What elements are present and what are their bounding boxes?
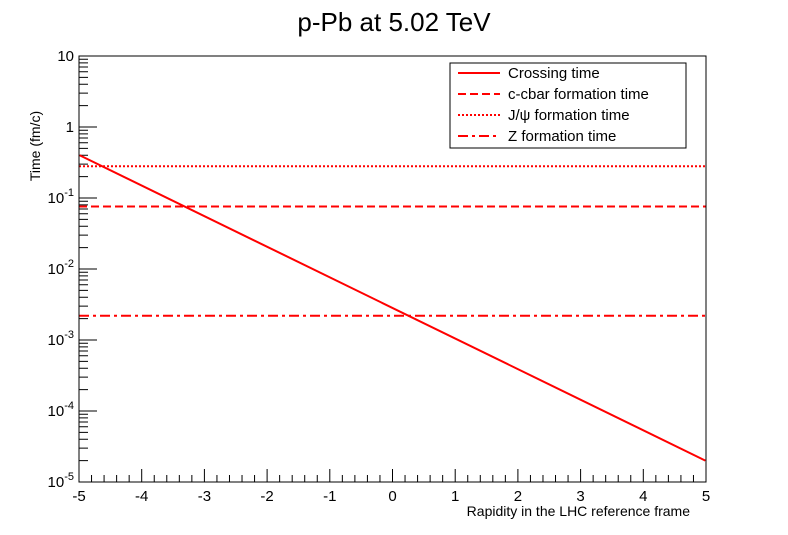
- series-line-solid: [79, 154, 706, 462]
- y-tick-label: 10-5: [48, 471, 74, 491]
- y-tick-label: 10: [57, 48, 74, 65]
- chart-title: p-Pb at 5.02 TeV: [297, 7, 491, 37]
- x-tick-label: -3: [198, 488, 211, 505]
- x-tick-label: -2: [260, 488, 273, 505]
- y-axis-title: Time (fm/c): [27, 111, 43, 181]
- legend-label: J/ψ formation time: [508, 107, 630, 124]
- x-tick-label: -5: [72, 488, 85, 505]
- y-tick-label: 10-3: [48, 329, 74, 349]
- x-tick-label: -4: [135, 488, 148, 505]
- x-axis-title: Rapidity in the LHC reference frame: [467, 503, 691, 519]
- x-tick-label: 0: [388, 488, 396, 505]
- axis-ticks: [78, 55, 707, 483]
- y-tick-label: 10-4: [48, 400, 74, 420]
- x-tick-label: 3: [576, 488, 584, 505]
- x-tick-label: 1: [451, 488, 459, 505]
- legend-box: [449, 62, 687, 149]
- legend-label: c-cbar formation time: [508, 86, 649, 103]
- x-tick-label: 5: [702, 488, 710, 505]
- legend-label: Crossing time: [508, 65, 600, 82]
- y-tick-label: 1: [66, 119, 74, 136]
- legend-label: Z formation time: [508, 128, 616, 145]
- x-tick-label: 4: [639, 488, 647, 505]
- x-tick-labels: -5 -4 -3 -2 -1 0 1 2 3 4 5: [72, 488, 710, 505]
- x-tick-label: 2: [514, 488, 522, 505]
- legend: Crossing time c-cbar formation time J/ψ fo…: [449, 62, 687, 149]
- y-tick-labels: 10-5 10-4 10-3 10-2 10-1 1 10: [48, 48, 74, 491]
- series-lines: [79, 154, 706, 462]
- y-tick-label: 10-2: [48, 258, 74, 278]
- y-tick-label: 10-1: [48, 187, 74, 207]
- plot-frame: [78, 55, 707, 483]
- x-tick-label: -1: [323, 488, 336, 505]
